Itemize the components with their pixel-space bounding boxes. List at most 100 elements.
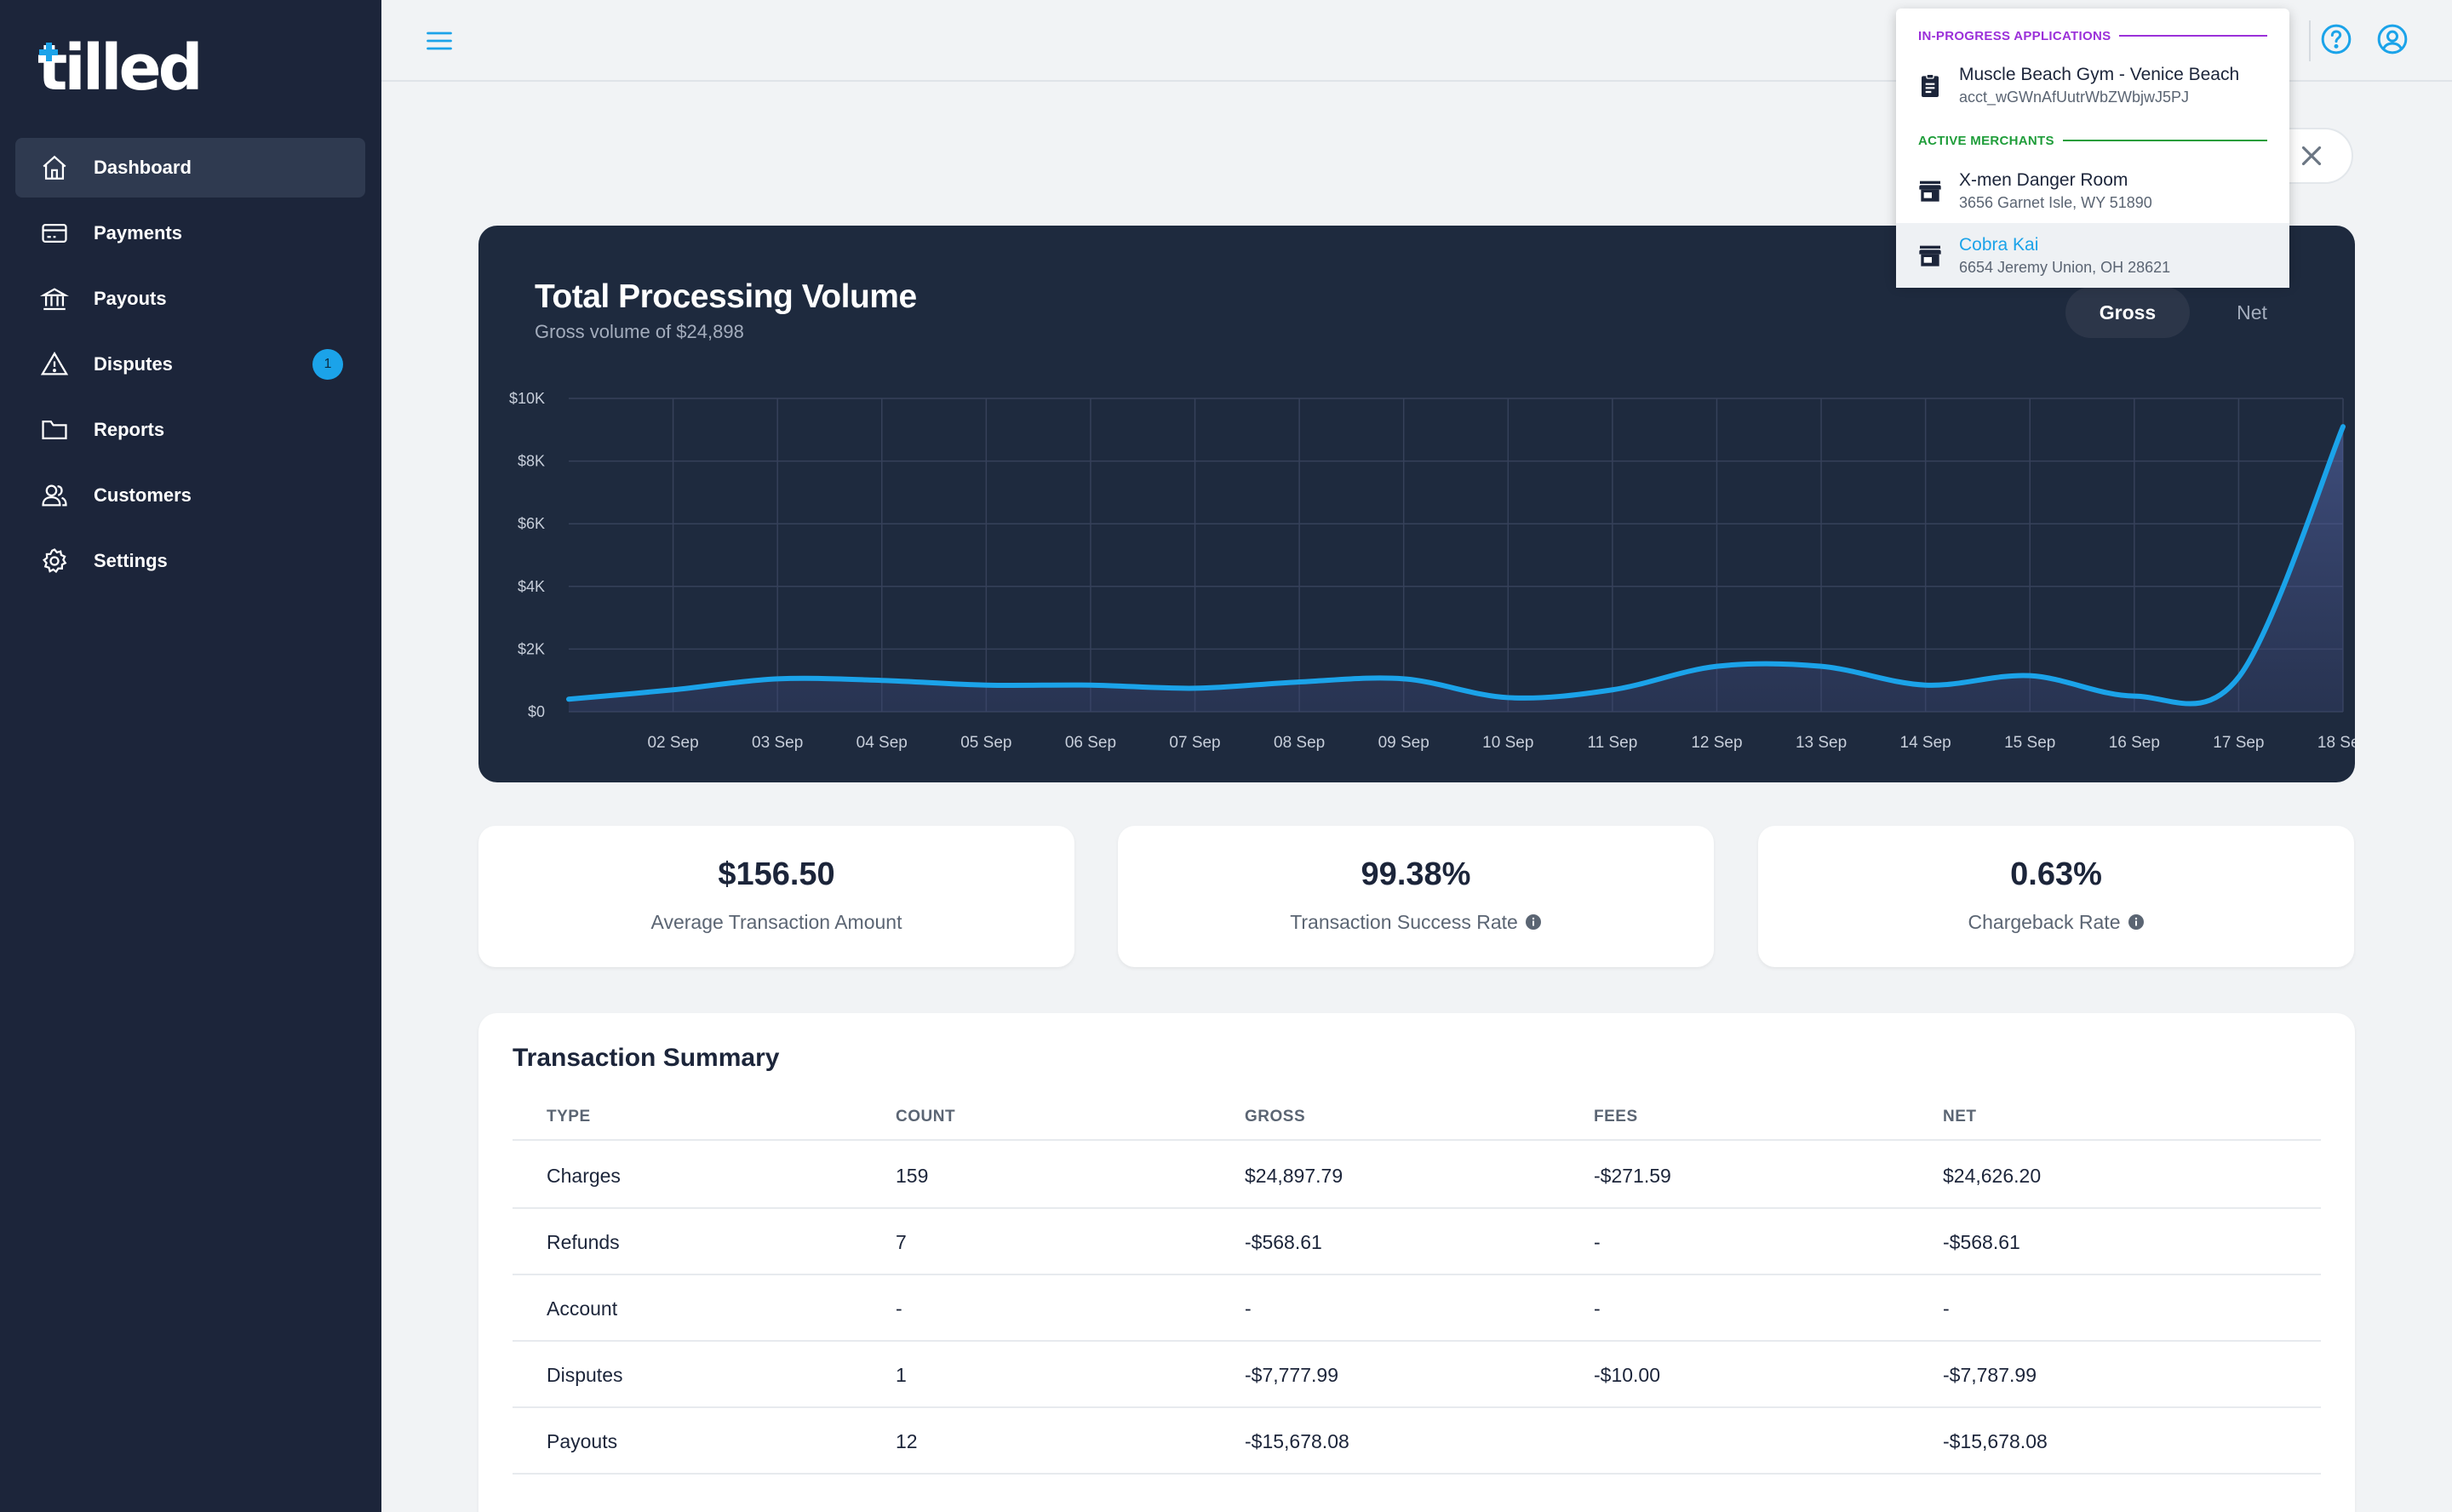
sidebar-item-payments[interactable]: Payments [15, 203, 365, 263]
section-divider [2119, 35, 2267, 37]
users-icon [39, 480, 70, 511]
stat-label-text: Average Transaction Amount [650, 911, 902, 933]
item-subtitle: acct_wGWnAfUutrWbZWbjwJ5PJ [1959, 89, 2190, 106]
x-tick-label: 18 Sep [2317, 734, 2355, 752]
x-tick-label: 08 Sep [1274, 734, 1325, 752]
cell-count: 159 [896, 1165, 929, 1187]
x-tick-label: 04 Sep [856, 734, 908, 752]
item-subtitle: 3656 Garnet Isle, WY 51890 [1959, 194, 2152, 211]
x-tick-label: 02 Sep [647, 734, 698, 752]
x-tick-label: 14 Sep [1900, 734, 1951, 752]
chart-subtitle: Gross volume of $24,898 [535, 321, 744, 342]
store-icon [1919, 180, 1941, 202]
item-name: Cobra Kai [1959, 235, 2039, 255]
help-icon[interactable] [2319, 22, 2353, 56]
sidebar: tilled Dashboard Payments Payouts Disput… [0, 0, 381, 1512]
x-tick-label: 07 Sep [1169, 734, 1220, 752]
stat-label-text: Chargeback Rate [1968, 911, 2121, 933]
y-tick-label: $8K [518, 453, 545, 470]
stat-label: Transaction Success Rate [1118, 911, 1714, 934]
table-row[interactable]: Disputes 1 -$7,777.99 -$10.00 -$7,787.99 [513, 1342, 2321, 1408]
sidebar-item-disputes[interactable]: Disputes 1 [15, 335, 365, 394]
gross-toggle-button[interactable]: Gross [2065, 287, 2190, 338]
item-name: Muscle Beach Gym - Venice Beach [1959, 65, 2240, 84]
cell-fees: -$271.59 [1594, 1165, 1671, 1187]
column-header[interactable]: COUNT [896, 1108, 956, 1125]
section-active-merchants: ACTIVE MERCHANTS [1918, 132, 2267, 149]
sidebar-item-reports[interactable]: Reports [15, 400, 365, 460]
x-tick-label: 11 Sep [1587, 734, 1637, 752]
clipboard-icon [1922, 73, 1939, 97]
x-tick-label: 13 Sep [1796, 734, 1847, 752]
logo[interactable]: tilled [37, 32, 203, 105]
column-header[interactable]: GROSS [1245, 1108, 1306, 1125]
column-header[interactable]: FEES [1594, 1108, 1638, 1125]
table-row[interactable]: Payouts 12 -$15,678.08 -$15,678.08 [513, 1408, 2321, 1475]
cell-count: - [896, 1297, 902, 1320]
dropdown-item-merchant[interactable]: Cobra Kai 6654 Jeremy Union, OH 28621 [1896, 223, 2289, 288]
cell-net: -$15,678.08 [1943, 1430, 2048, 1452]
item-subtitle: 6654 Jeremy Union, OH 28621 [1959, 259, 2171, 276]
cell-gross: -$568.61 [1245, 1231, 1322, 1253]
y-tick-label: $10K [509, 390, 545, 407]
logo-plus-mark [39, 43, 58, 61]
transaction-summary-card: Transaction Summary TYPE COUNT GROSS FEE… [478, 1013, 2355, 1512]
sidebar-item-label: Payouts [94, 288, 167, 309]
x-tick-label: 05 Sep [960, 734, 1011, 752]
stat-label: Chargeback Rate [1758, 911, 2354, 934]
sidebar-item-label: Dashboard [94, 157, 192, 178]
chart-title: Total Processing Volume [535, 278, 917, 315]
table-header: TYPE COUNT GROSS FEES NET [513, 1093, 2321, 1141]
sidebar-item-label: Payments [94, 222, 182, 243]
column-header[interactable]: TYPE [547, 1108, 591, 1125]
y-tick-label: $4K [518, 578, 545, 595]
cell-net: -$568.61 [1943, 1231, 2020, 1253]
user-icon[interactable] [2375, 22, 2409, 56]
info-icon[interactable] [2128, 914, 2145, 931]
sidebar-item-dashboard[interactable]: Dashboard [15, 138, 365, 198]
sidebar-nav: Dashboard Payments Payouts Disputes 1 [15, 138, 365, 597]
info-icon[interactable] [1525, 914, 1542, 931]
stat-value: 99.38% [1361, 856, 1471, 892]
table-row[interactable]: Charges 159 $24,897.79 -$271.59 $24,626.… [513, 1143, 2321, 1209]
cell-fees: - [1594, 1297, 1601, 1320]
cell-type: Disputes [547, 1364, 623, 1386]
menu-icon[interactable] [424, 26, 455, 56]
sidebar-item-payouts[interactable]: Payouts [15, 269, 365, 329]
close-icon[interactable] [2295, 140, 2328, 172]
dropdown-item-application[interactable]: Muscle Beach Gym - Venice Beach acct_wGW… [1896, 53, 2289, 117]
item-name: X-men Danger Room [1959, 170, 2128, 190]
merchant-search-dropdown: IN-PROGRESS APPLICATIONS Muscle Beach Gy… [1896, 9, 2289, 288]
cell-fees: - [1594, 1231, 1601, 1253]
table-row[interactable]: Account - - - - [513, 1275, 2321, 1342]
sidebar-item-settings[interactable]: Settings [15, 531, 365, 591]
cell-net: $24,626.20 [1943, 1165, 2042, 1187]
stat-card-chargeback-rate: 0.63% Chargeback Rate [1758, 826, 2354, 967]
cell-net: - [1943, 1297, 1950, 1320]
stat-card-success-rate: 99.38% Transaction Success Rate [1118, 826, 1714, 967]
table-row[interactable]: Refunds 7 -$568.61 - -$568.61 [513, 1209, 2321, 1275]
dropdown-item-merchant[interactable]: X-men Danger Room 3656 Garnet Isle, WY 5… [1896, 158, 2289, 223]
cell-count: 7 [896, 1231, 907, 1253]
store-icon [1919, 245, 1941, 266]
processing-volume-card: Total Processing Volume Gross volume of … [478, 226, 2355, 782]
bank-icon [39, 284, 70, 314]
column-header[interactable]: NET [1943, 1108, 1977, 1125]
section-label: IN-PROGRESS APPLICATIONS [1918, 28, 2111, 43]
net-toggle-button[interactable]: Net [2237, 301, 2267, 324]
folder-icon [39, 415, 70, 445]
y-tick-label: $6K [518, 515, 545, 532]
x-tick-label: 17 Sep [2213, 734, 2264, 752]
cell-type: Account [547, 1297, 618, 1320]
processing-volume-chart: $0 $2K $4K $6K $8K $10K 02 Sep 03 Sep 04 Sep 05 S… [509, 390, 2355, 752]
logo-text: tilled [37, 32, 203, 105]
topbar-divider [2309, 20, 2311, 61]
x-tick-label: 09 Sep [1378, 734, 1429, 752]
home-icon [39, 152, 70, 183]
y-tick-label: $0 [528, 703, 545, 720]
x-tick-label: 16 Sep [2109, 734, 2160, 752]
sidebar-item-label: Disputes [94, 353, 173, 375]
sidebar-item-customers[interactable]: Customers [15, 466, 365, 525]
gear-icon [39, 546, 70, 576]
table-title: Transaction Summary [513, 1044, 780, 1072]
